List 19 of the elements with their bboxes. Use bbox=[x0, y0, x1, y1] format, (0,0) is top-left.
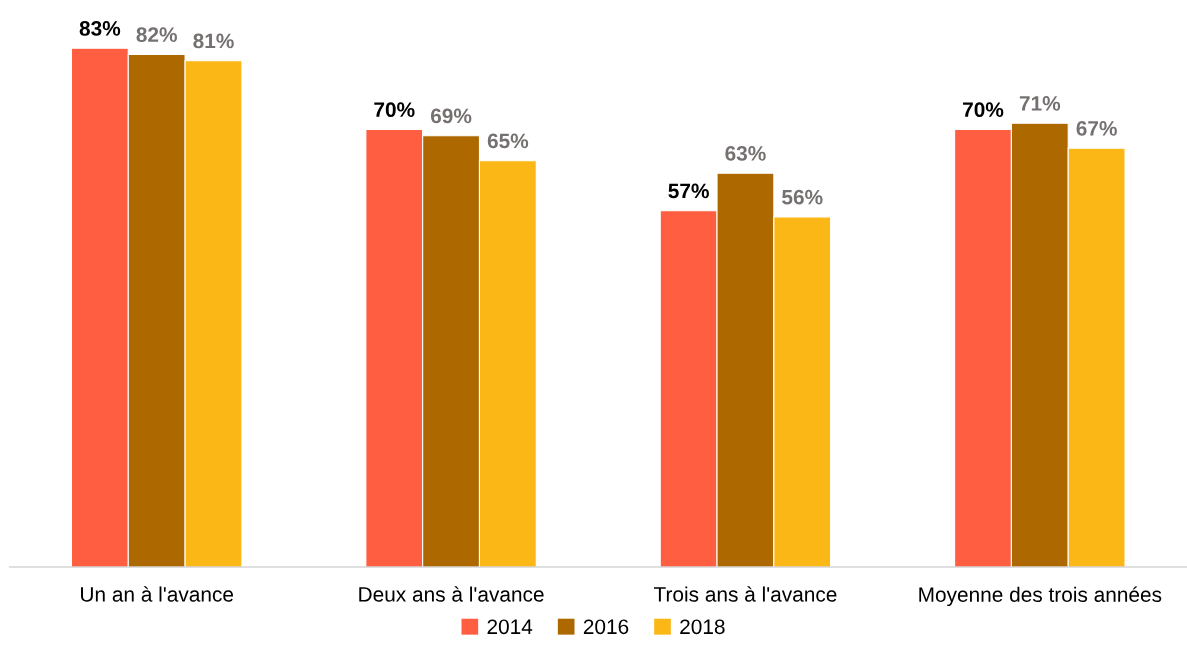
data-label: 67% bbox=[1076, 121, 1117, 136]
x-tick-label: Moyenne des trois années bbox=[919, 586, 1162, 607]
legend-label: 2016 bbox=[583, 619, 629, 635]
data-label: 57% bbox=[668, 183, 709, 199]
data-label: 81% bbox=[193, 33, 234, 49]
data-label: 63% bbox=[725, 146, 766, 161]
data-label: 83% bbox=[79, 21, 121, 36]
x-tick-label: Trois ans à l'avance bbox=[653, 586, 837, 602]
data-label: 70% bbox=[374, 102, 415, 118]
x-tick-label: Deux ans à l'avance bbox=[359, 586, 544, 602]
data-label: 71% bbox=[1019, 96, 1061, 111]
x-tick-label: Un an à l'avance bbox=[81, 586, 234, 602]
legend-label: 2014 bbox=[487, 619, 533, 635]
data-label: 65% bbox=[487, 133, 529, 149]
data-label: 70% bbox=[963, 102, 1004, 118]
data-label: 82% bbox=[136, 27, 177, 43]
data-label: 69% bbox=[430, 108, 472, 124]
legend-label: 2018 bbox=[680, 619, 725, 635]
data-label: 56% bbox=[782, 189, 823, 205]
